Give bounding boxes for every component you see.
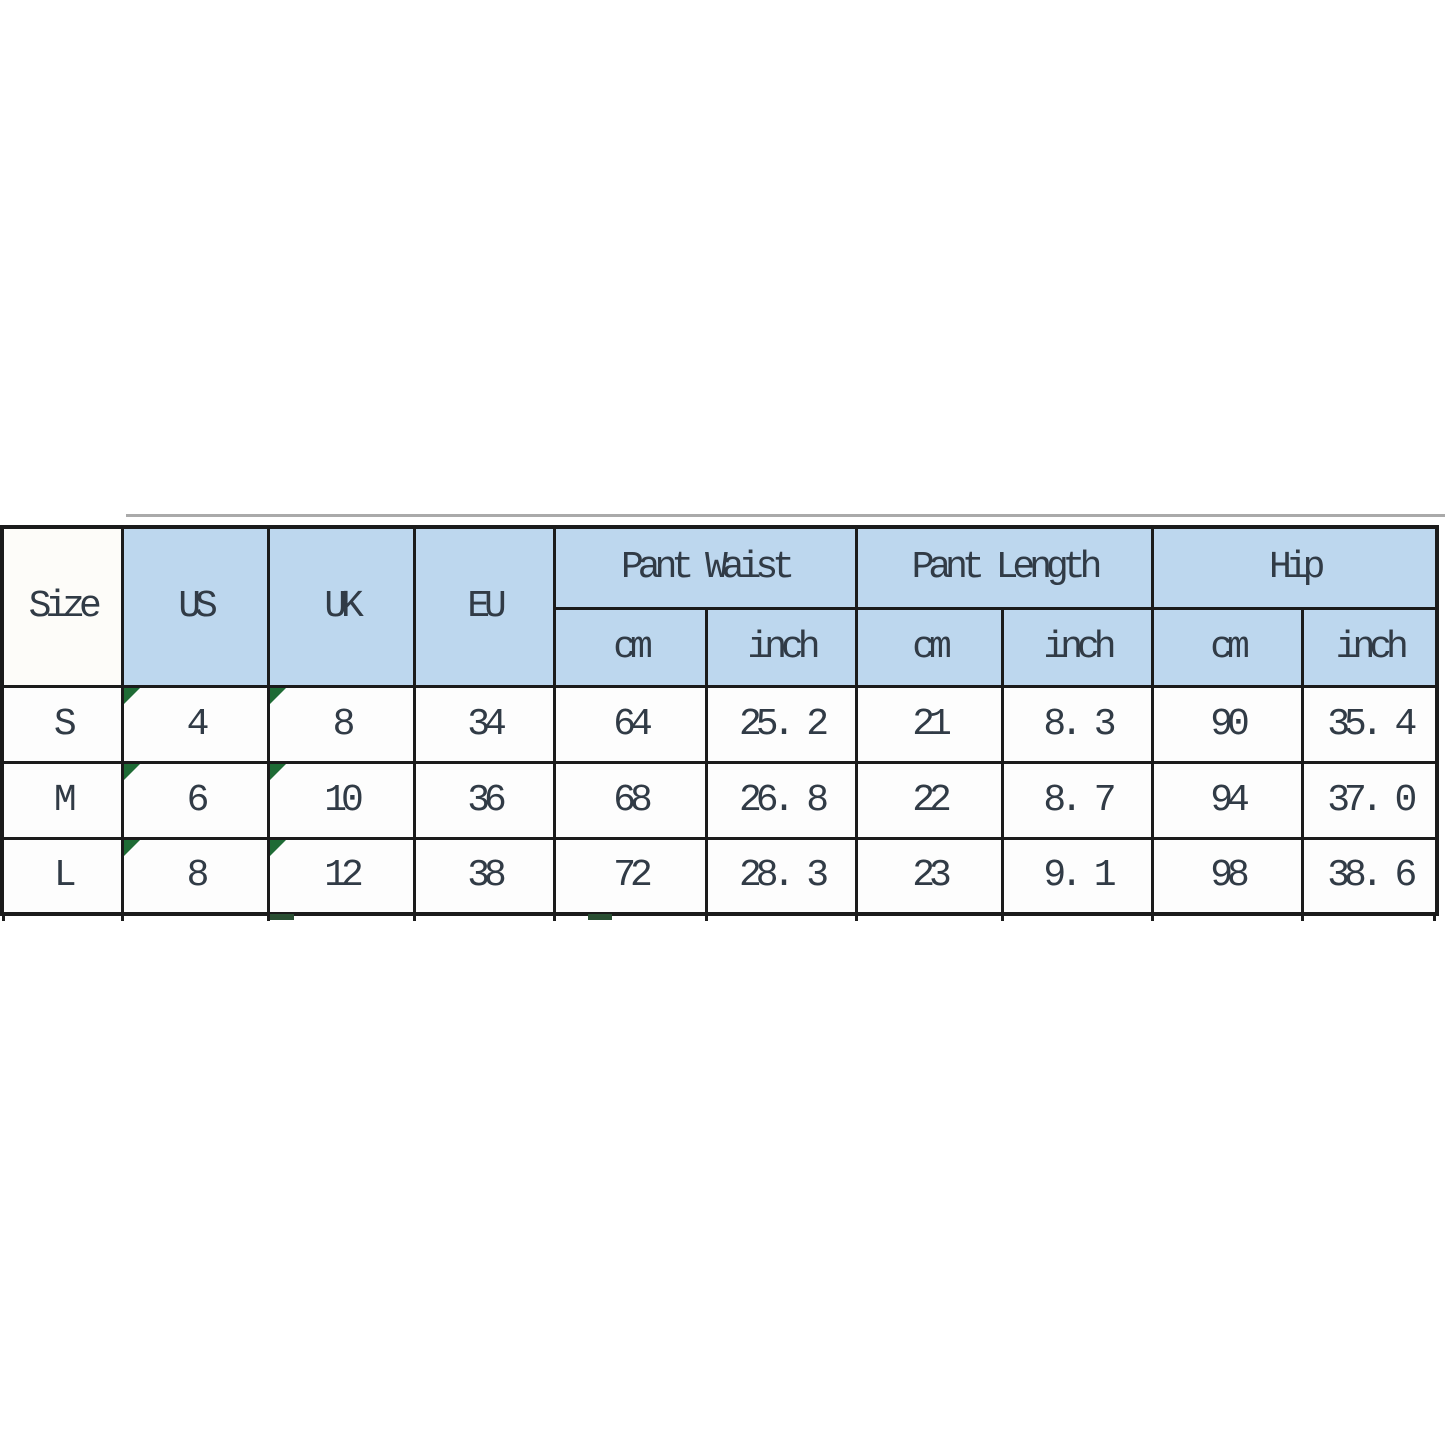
row-s-pant-length-inch-cell: 8. 3 [1000, 684, 1154, 764]
subheader-hip-inch: inch [1300, 606, 1439, 688]
error-indicator-triangle-icon [271, 841, 286, 856]
subheader-pant-length-cm: cm [854, 606, 1004, 688]
row-s-uk-cell: 8 [266, 684, 416, 764]
error-indicator-triangle-icon [125, 689, 140, 704]
row-m-uk-cell: 10 [266, 760, 416, 840]
cropped-row-error-triangle-icon [588, 914, 612, 920]
table-row-m: M 6 10 36 68 26. 8 22 8. 7 94 37. 0 [0, 760, 1439, 840]
row-m-pant-length-inch-cell: 8. 7 [1000, 760, 1154, 840]
cropped-row-error-triangle-icon [270, 914, 294, 920]
cell-border-stub [2, 914, 5, 921]
table-row-l: L 8 12 38 72 28. 3 23 9. 1 98 38. 6 [0, 836, 1439, 916]
subheader-pant-waist-cm: cm [552, 606, 708, 688]
cell-border-stub [1001, 914, 1004, 921]
cell-border-stub [553, 914, 556, 921]
row-m-hip-inch-cell: 37. 0 [1300, 760, 1439, 840]
row-m-pant-waist-cm-cell: 68 [552, 760, 708, 840]
row-s-us-cell: 4 [120, 684, 270, 764]
subheader-hip-cm: cm [1150, 606, 1304, 688]
row-m-pant-length-cm-cell: 22 [854, 760, 1004, 840]
row-l-size-cell: L [0, 836, 124, 916]
row-l-hip-inch-cell: 38. 6 [1300, 836, 1439, 916]
row-s-hip-cm-cell: 90 [1150, 684, 1304, 764]
error-indicator-triangle-icon [125, 841, 140, 856]
cell-border-stub [1151, 914, 1154, 921]
row-s-pant-waist-cm-cell: 64 [552, 684, 708, 764]
row-m-hip-cm-cell: 94 [1150, 760, 1304, 840]
row-l-pant-length-inch-cell: 9. 1 [1000, 836, 1154, 916]
subheader-pant-waist-inch: inch [704, 606, 858, 688]
row-m-us-cell: 6 [120, 760, 270, 840]
cell-border-stub [121, 914, 124, 921]
cell-border-stub [855, 914, 858, 921]
cell-border-stub [267, 914, 270, 921]
error-indicator-triangle-icon [125, 765, 140, 780]
header-group-hip: Hip [1150, 525, 1439, 610]
header-group-pant-length: Pant Length [854, 525, 1154, 610]
table-row-s: S 4 8 34 64 25. 2 21 8. 3 90 35. 4 [0, 684, 1439, 764]
size-chart-table-container: Size US UK EU Pant Waist Pant Length Hip… [0, 525, 1439, 921]
cropped-row-top-border-line [126, 514, 1445, 517]
row-s-us-value: 4 [186, 702, 210, 746]
header-group-pant-waist: Pant Waist [552, 525, 858, 610]
header-uk: UK [266, 525, 416, 688]
cell-border-stub [413, 914, 416, 921]
row-l-pant-waist-cm-cell: 72 [552, 836, 708, 916]
row-m-uk-value: 10 [324, 778, 364, 822]
row-l-us-value: 8 [186, 854, 210, 898]
row-m-eu-cell: 36 [412, 760, 556, 840]
header-size: Size [0, 525, 124, 688]
row-l-uk-cell: 12 [266, 836, 416, 916]
header-us: US [120, 525, 270, 688]
row-l-uk-value: 12 [324, 854, 364, 898]
row-s-eu-cell: 34 [412, 684, 556, 764]
subheader-pant-length-inch: inch [1000, 606, 1154, 688]
header-eu: EU [412, 525, 556, 688]
row-m-us-value: 6 [186, 778, 210, 822]
row-s-pant-length-cm-cell: 21 [854, 684, 1004, 764]
row-s-size-cell: S [0, 684, 124, 764]
row-s-uk-value: 8 [332, 702, 356, 746]
cell-border-stub [1433, 914, 1436, 921]
row-m-pant-waist-inch-cell: 26. 8 [704, 760, 858, 840]
cell-border-stub [1301, 914, 1304, 921]
row-s-hip-inch-cell: 35. 4 [1300, 684, 1439, 764]
row-m-size-cell: M [0, 760, 124, 840]
error-indicator-triangle-icon [271, 765, 286, 780]
row-l-pant-waist-inch-cell: 28. 3 [704, 836, 858, 916]
row-l-hip-cm-cell: 98 [1150, 836, 1304, 916]
row-s-pant-waist-inch-cell: 25. 2 [704, 684, 858, 764]
cell-border-stub [705, 914, 708, 921]
row-l-eu-cell: 38 [412, 836, 556, 916]
size-chart-table: Size US UK EU Pant Waist Pant Length Hip… [0, 525, 1439, 916]
error-indicator-triangle-icon [271, 689, 286, 704]
row-l-us-cell: 8 [120, 836, 270, 916]
row-l-pant-length-cm-cell: 23 [854, 836, 1004, 916]
